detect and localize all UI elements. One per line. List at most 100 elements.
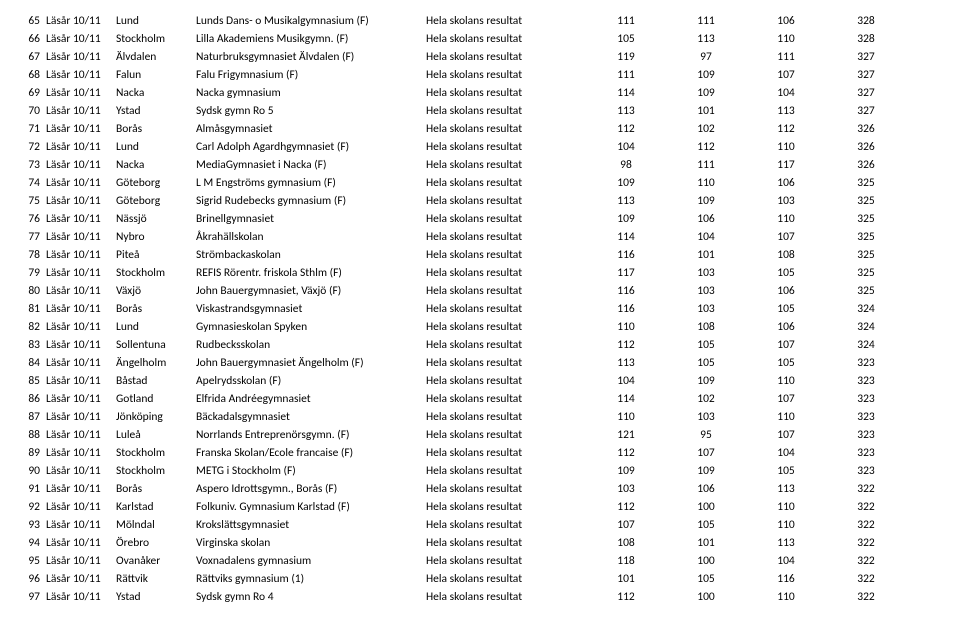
cell-value-2: 101 <box>666 534 746 552</box>
cell-value-1: 109 <box>586 462 666 480</box>
cell-basis: Hela skolans resultat <box>426 552 586 570</box>
cell-school: John Bauergymnasiet Ängelholm (F) <box>196 354 426 372</box>
cell-index: 87 <box>16 408 46 426</box>
cell-basis: Hela skolans resultat <box>426 408 586 426</box>
cell-basis: Hela skolans resultat <box>426 444 586 462</box>
cell-value-4: 323 <box>826 444 906 462</box>
cell-basis: Hela skolans resultat <box>426 390 586 408</box>
cell-school: Strömbackaskolan <box>196 246 426 264</box>
cell-school: Rudbecksskolan <box>196 336 426 354</box>
cell-year: Läsår 10/11 <box>46 228 116 246</box>
cell-value-3: 116 <box>746 570 826 588</box>
table-row: 83Läsår 10/11SollentunaRudbecksskolanHel… <box>16 336 944 354</box>
table-row: 78Läsår 10/11PiteåStrömbackaskolanHela s… <box>16 246 944 264</box>
cell-year: Läsår 10/11 <box>46 264 116 282</box>
cell-value-3: 112 <box>746 120 826 138</box>
table-row: 68Läsår 10/11FalunFalu Frigymnasium (F)H… <box>16 66 944 84</box>
cell-school: Lunds Dans- o Musikalgymnasium (F) <box>196 12 426 30</box>
cell-value-1: 113 <box>586 354 666 372</box>
cell-value-3: 107 <box>746 426 826 444</box>
cell-school: Sydsk gymn Ro 4 <box>196 588 426 606</box>
cell-value-2: 100 <box>666 552 746 570</box>
cell-index: 82 <box>16 318 46 336</box>
cell-basis: Hela skolans resultat <box>426 192 586 210</box>
cell-index: 79 <box>16 264 46 282</box>
cell-value-1: 111 <box>586 12 666 30</box>
cell-year: Läsår 10/11 <box>46 390 116 408</box>
cell-value-4: 326 <box>826 156 906 174</box>
table-row: 89Läsår 10/11StockholmFranska Skolan/Eco… <box>16 444 944 462</box>
cell-index: 96 <box>16 570 46 588</box>
cell-value-3: 104 <box>746 444 826 462</box>
table-row: 94Läsår 10/11ÖrebroVirginska skolanHela … <box>16 534 944 552</box>
cell-basis: Hela skolans resultat <box>426 30 586 48</box>
cell-index: 73 <box>16 156 46 174</box>
cell-index: 66 <box>16 30 46 48</box>
cell-value-1: 112 <box>586 588 666 606</box>
cell-value-1: 114 <box>586 228 666 246</box>
cell-year: Läsår 10/11 <box>46 84 116 102</box>
cell-value-3: 105 <box>746 354 826 372</box>
cell-value-1: 109 <box>586 210 666 228</box>
cell-city: Stockholm <box>116 264 196 282</box>
cell-value-2: 103 <box>666 282 746 300</box>
cell-value-4: 322 <box>826 534 906 552</box>
cell-school: Krokslättsgymnasiet <box>196 516 426 534</box>
cell-index: 84 <box>16 354 46 372</box>
table-row: 74Läsår 10/11GöteborgL M Engströms gymna… <box>16 174 944 192</box>
cell-value-3: 105 <box>746 300 826 318</box>
cell-basis: Hela skolans resultat <box>426 588 586 606</box>
cell-year: Läsår 10/11 <box>46 588 116 606</box>
cell-value-2: 103 <box>666 264 746 282</box>
cell-city: Sollentuna <box>116 336 196 354</box>
table-row: 71Läsår 10/11BoråsAlmåsgymnasietHela sko… <box>16 120 944 138</box>
cell-value-4: 324 <box>826 318 906 336</box>
table-row: 80Läsår 10/11VäxjöJohn Bauergymnasiet, V… <box>16 282 944 300</box>
cell-value-2: 111 <box>666 156 746 174</box>
cell-year: Läsår 10/11 <box>46 318 116 336</box>
cell-school: Voxnadalens gymnasium <box>196 552 426 570</box>
cell-value-2: 100 <box>666 588 746 606</box>
cell-value-3: 110 <box>746 372 826 390</box>
cell-index: 78 <box>16 246 46 264</box>
cell-year: Läsår 10/11 <box>46 516 116 534</box>
cell-value-2: 109 <box>666 372 746 390</box>
cell-value-3: 110 <box>746 498 826 516</box>
cell-value-1: 101 <box>586 570 666 588</box>
cell-value-4: 325 <box>826 246 906 264</box>
cell-value-4: 323 <box>826 372 906 390</box>
cell-year: Läsår 10/11 <box>46 156 116 174</box>
cell-value-1: 112 <box>586 444 666 462</box>
cell-basis: Hela skolans resultat <box>426 210 586 228</box>
cell-value-4: 324 <box>826 300 906 318</box>
cell-index: 93 <box>16 516 46 534</box>
cell-value-4: 322 <box>826 480 906 498</box>
data-table: 65Läsår 10/11LundLunds Dans- o Musikalgy… <box>16 12 944 606</box>
cell-index: 94 <box>16 534 46 552</box>
cell-city: Nässjö <box>116 210 196 228</box>
cell-value-4: 322 <box>826 516 906 534</box>
cell-city: Växjö <box>116 282 196 300</box>
cell-value-2: 111 <box>666 12 746 30</box>
cell-basis: Hela skolans resultat <box>426 246 586 264</box>
cell-year: Läsår 10/11 <box>46 336 116 354</box>
cell-basis: Hela skolans resultat <box>426 516 586 534</box>
cell-value-2: 101 <box>666 102 746 120</box>
cell-index: 67 <box>16 48 46 66</box>
cell-basis: Hela skolans resultat <box>426 102 586 120</box>
cell-city: Ängelholm <box>116 354 196 372</box>
cell-value-2: 95 <box>666 426 746 444</box>
cell-value-3: 110 <box>746 210 826 228</box>
cell-value-1: 114 <box>586 390 666 408</box>
cell-value-2: 112 <box>666 138 746 156</box>
cell-value-3: 110 <box>746 516 826 534</box>
cell-city: Falun <box>116 66 196 84</box>
cell-value-1: 107 <box>586 516 666 534</box>
cell-value-2: 105 <box>666 354 746 372</box>
cell-city: Stockholm <box>116 462 196 480</box>
cell-city: Lund <box>116 138 196 156</box>
cell-school: Sigrid Rudebecks gymnasium (F) <box>196 192 426 210</box>
table-row: 96Läsår 10/11RättvikRättviks gymnasium (… <box>16 570 944 588</box>
cell-value-4: 325 <box>826 282 906 300</box>
cell-school: Norrlands Entreprenörsgymn. (F) <box>196 426 426 444</box>
